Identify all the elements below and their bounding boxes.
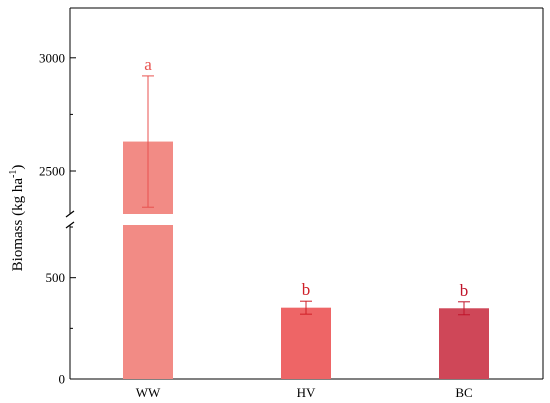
axis-break-mark-lower <box>65 221 75 229</box>
bar-ww-lower <box>123 225 173 379</box>
bar-hv <box>281 307 331 379</box>
y-tick-label: 500 <box>46 270 66 285</box>
axis-break-mark-upper <box>65 210 75 218</box>
x-tick-label: HV <box>297 385 316 400</box>
bars <box>123 141 489 379</box>
labels: Biomass (kg ha-1) a WW b HV b BC <box>8 55 473 400</box>
significance-letter: a <box>144 55 152 74</box>
x-tick-label: WW <box>136 385 161 400</box>
bar-bc <box>439 308 489 379</box>
significance-letter: b <box>302 280 311 299</box>
y-axis-title: Biomass (kg ha-1) <box>8 165 26 272</box>
significance-letter: b <box>460 281 469 300</box>
x-tick-label: BC <box>455 385 472 400</box>
y-tick-label: 2500 <box>39 163 65 178</box>
error-bars <box>142 75 470 316</box>
y-tick-label: 3000 <box>39 50 65 65</box>
y-tick-label: 0 <box>59 372 66 387</box>
